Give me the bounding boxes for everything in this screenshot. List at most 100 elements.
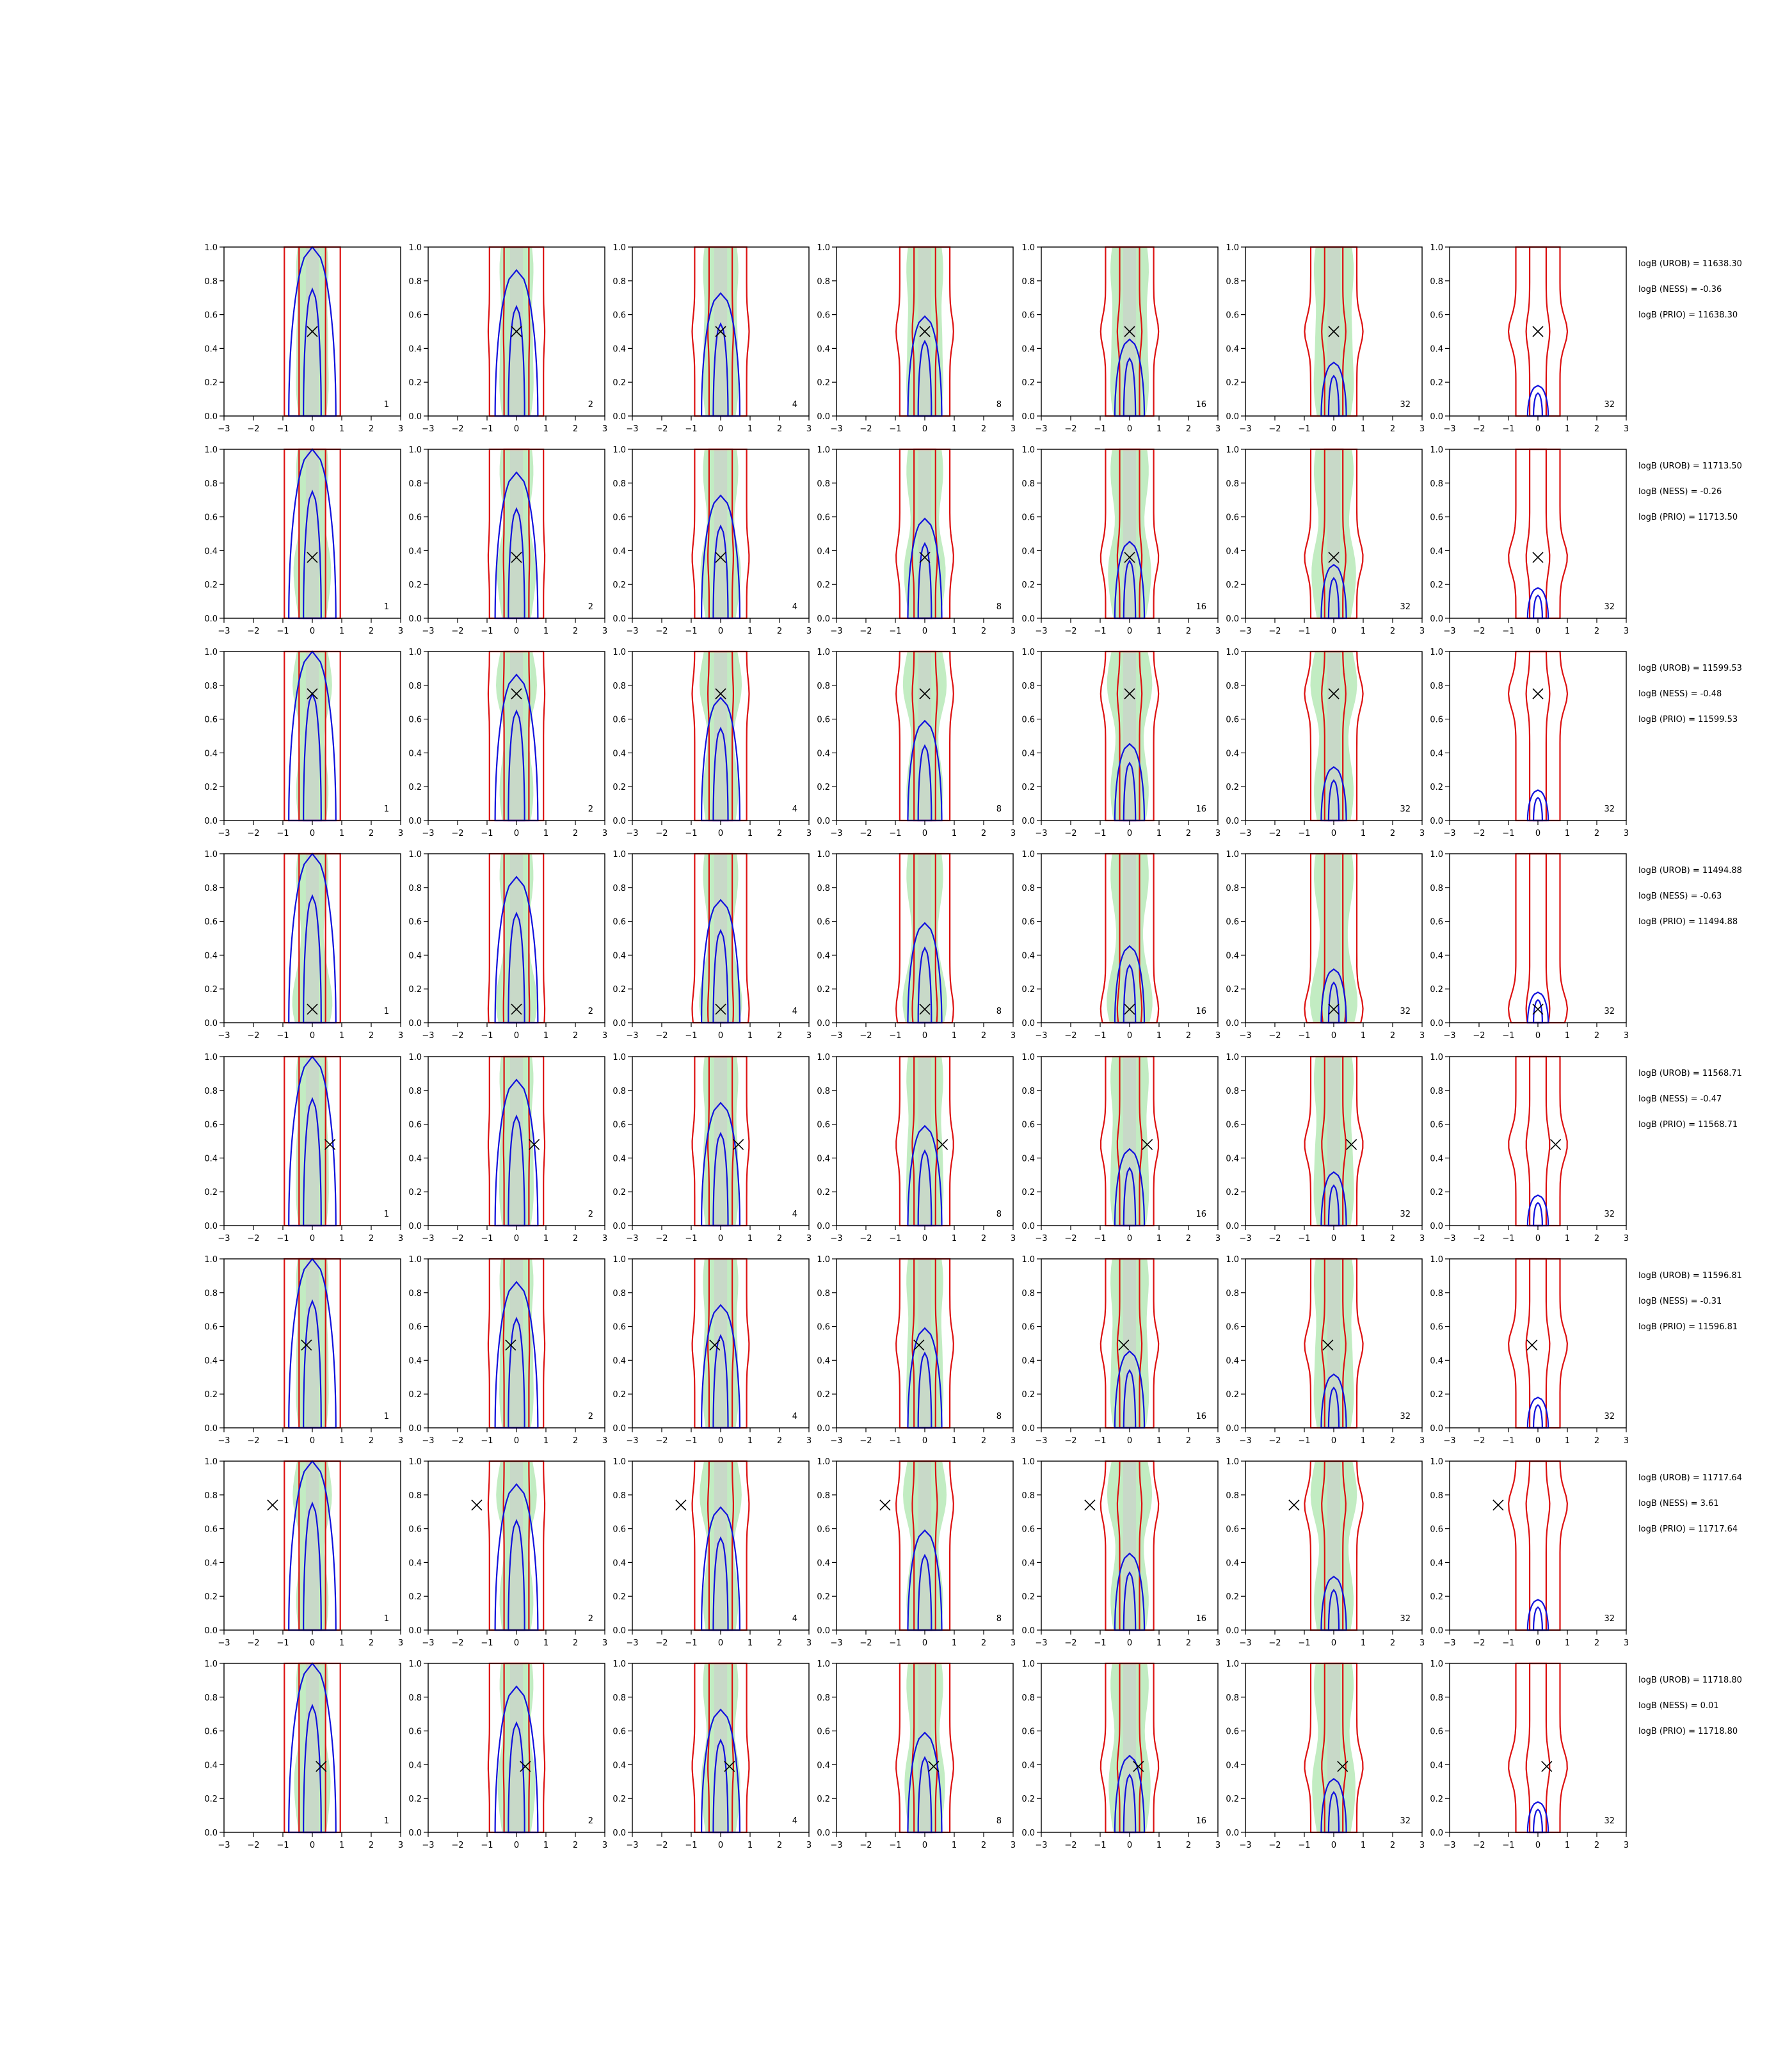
true-value-marker [733, 1139, 744, 1150]
x-tick-label: 1 [1361, 829, 1366, 838]
true-value-marker [307, 1004, 318, 1015]
panel-label: 2 [588, 1816, 593, 1826]
contour-blue-inner [1327, 1184, 1340, 1227]
true-value-marker [324, 1139, 336, 1150]
x-tick-label: 3 [398, 424, 403, 434]
x-tick-label: 0 [1535, 1638, 1540, 1648]
x-tick-label: 2 [777, 1638, 782, 1648]
y-tick-label: 0.8 [1021, 884, 1035, 893]
contour-blue-inner [303, 287, 322, 417]
x-tick-label: 2 [573, 627, 578, 636]
subplot: −3 −2 −1 0 1 2 3 0.0 0.2 0.4 0.6 0.8 1.0 16 [1021, 243, 1220, 434]
x-tick-label: 0 [310, 424, 315, 434]
contour-blue-outer [494, 1281, 539, 1429]
x-tick-label: −1 [1502, 829, 1514, 838]
contour-blue-outer [907, 1124, 943, 1227]
x-tick-label: −1 [1298, 627, 1310, 636]
subplot: −3 −2 −1 0 1 2 3 0.0 0.2 0.4 0.6 0.8 1.0 32 [1430, 1457, 1629, 1648]
x-tick-label: 2 [1186, 1234, 1191, 1244]
x-tick-label: 3 [1011, 1638, 1016, 1648]
panel-label: 2 [588, 400, 593, 410]
true-value-marker [1532, 688, 1544, 700]
subplot: −3 −2 −1 0 1 2 3 0.0 0.2 0.4 0.6 0.8 1.0 8 [817, 1053, 1016, 1244]
true-value-marker [724, 1761, 735, 1772]
contour-blue-inner [508, 305, 525, 417]
x-tick-label: −1 [1502, 424, 1514, 434]
x-tick-label: 1 [339, 627, 344, 636]
y-tick-label: 0.8 [1430, 1491, 1443, 1501]
panel-label: 32 [1400, 1614, 1411, 1624]
y-tick-label: 1.0 [817, 850, 830, 860]
true-value-marker [1328, 552, 1340, 563]
true-value-marker [1550, 1139, 1562, 1150]
contour-blue-outer [1114, 1552, 1146, 1631]
x-tick-label: −1 [1094, 1031, 1106, 1041]
y-tick-label: 1.0 [408, 1457, 422, 1467]
y-tick-label: 0.8 [408, 277, 422, 287]
y-tick-label: 1.0 [204, 648, 218, 657]
true-value-marker [919, 326, 931, 337]
subplot: −3 −2 −1 0 1 2 3 0.0 0.2 0.4 0.6 0.8 1.0 4 [612, 648, 812, 838]
x-tick-label: −3 [1443, 1234, 1455, 1244]
x-tick-label: 0 [1331, 1841, 1336, 1850]
contour-blue-outer [1114, 1754, 1146, 1834]
x-tick-label: 1 [339, 1638, 344, 1648]
panel-label: 8 [996, 1210, 1002, 1219]
x-tick-label: −2 [1268, 1031, 1281, 1041]
contour-blue-outer [1114, 1148, 1146, 1227]
y-tick-label: 1.0 [1430, 1457, 1443, 1467]
y-tick-label: 0.4 [204, 1761, 218, 1770]
x-tick-label: 1 [1361, 627, 1366, 636]
x-tick-label: −3 [1443, 1841, 1455, 1850]
panel-label: 32 [1400, 400, 1411, 410]
y-tick-label: 0.6 [1430, 1525, 1443, 1535]
y-tick-label: 0.6 [817, 1525, 830, 1535]
y-tick-label: 0.6 [408, 918, 422, 927]
y-tick-label: 0.8 [817, 682, 830, 691]
x-tick-label: 0 [922, 1638, 927, 1648]
x-tick-label: −2 [1473, 627, 1485, 636]
contour-blue-outer [288, 1662, 337, 1834]
x-tick-label: 3 [1624, 424, 1629, 434]
y-tick-label: 0.8 [1430, 1289, 1443, 1299]
x-tick-label: −1 [685, 1841, 697, 1850]
y-tick-label: 1.0 [408, 243, 422, 253]
logb-stat: logB (NESS) = 3.61 [1638, 1499, 1719, 1508]
density-core [918, 1663, 932, 1832]
true-value-marker [505, 1340, 516, 1351]
true-value-marker [715, 326, 726, 337]
y-tick-label: 0.2 [1226, 1390, 1239, 1400]
x-tick-label: −3 [830, 1436, 842, 1446]
y-tick-label: 0.4 [817, 1558, 830, 1568]
y-tick-label: 0.0 [204, 614, 218, 624]
y-tick-label: 0.2 [408, 378, 422, 388]
x-tick-label: −1 [1502, 1234, 1514, 1244]
y-tick-label: 1.0 [1226, 850, 1239, 860]
y-tick-label: 0.2 [204, 1795, 218, 1804]
y-tick-label: 0.8 [408, 479, 422, 489]
x-tick-label: −2 [1268, 829, 1281, 838]
y-tick-label: 0.8 [1226, 1491, 1239, 1501]
x-tick-label: −3 [626, 1841, 638, 1850]
x-tick-label: 1 [339, 1031, 344, 1041]
x-tick-label: 0 [1127, 1841, 1132, 1850]
x-tick-label: 3 [398, 1638, 403, 1648]
y-tick-label: 0.0 [1226, 614, 1239, 624]
contour-blue-outer [907, 1731, 943, 1834]
y-tick-label: 0.8 [817, 277, 830, 287]
y-tick-label: 0.6 [1021, 1525, 1035, 1535]
true-value-marker [928, 1761, 940, 1772]
y-tick-label: 0.8 [817, 884, 830, 893]
y-tick-label: 0.4 [408, 547, 422, 556]
x-tick-label: 3 [1624, 829, 1629, 838]
x-tick-label: −1 [1094, 1436, 1106, 1446]
x-tick-label: 1 [748, 1234, 753, 1244]
x-tick-label: 3 [398, 627, 403, 636]
x-tick-label: −1 [1094, 424, 1106, 434]
y-tick-label: 0.8 [204, 1693, 218, 1703]
x-tick-label: 3 [1011, 627, 1016, 636]
y-tick-label: 0.2 [408, 580, 422, 590]
y-tick-label: 0.4 [1430, 344, 1443, 354]
x-tick-label: 2 [1594, 627, 1599, 636]
x-tick-label: 0 [922, 424, 927, 434]
